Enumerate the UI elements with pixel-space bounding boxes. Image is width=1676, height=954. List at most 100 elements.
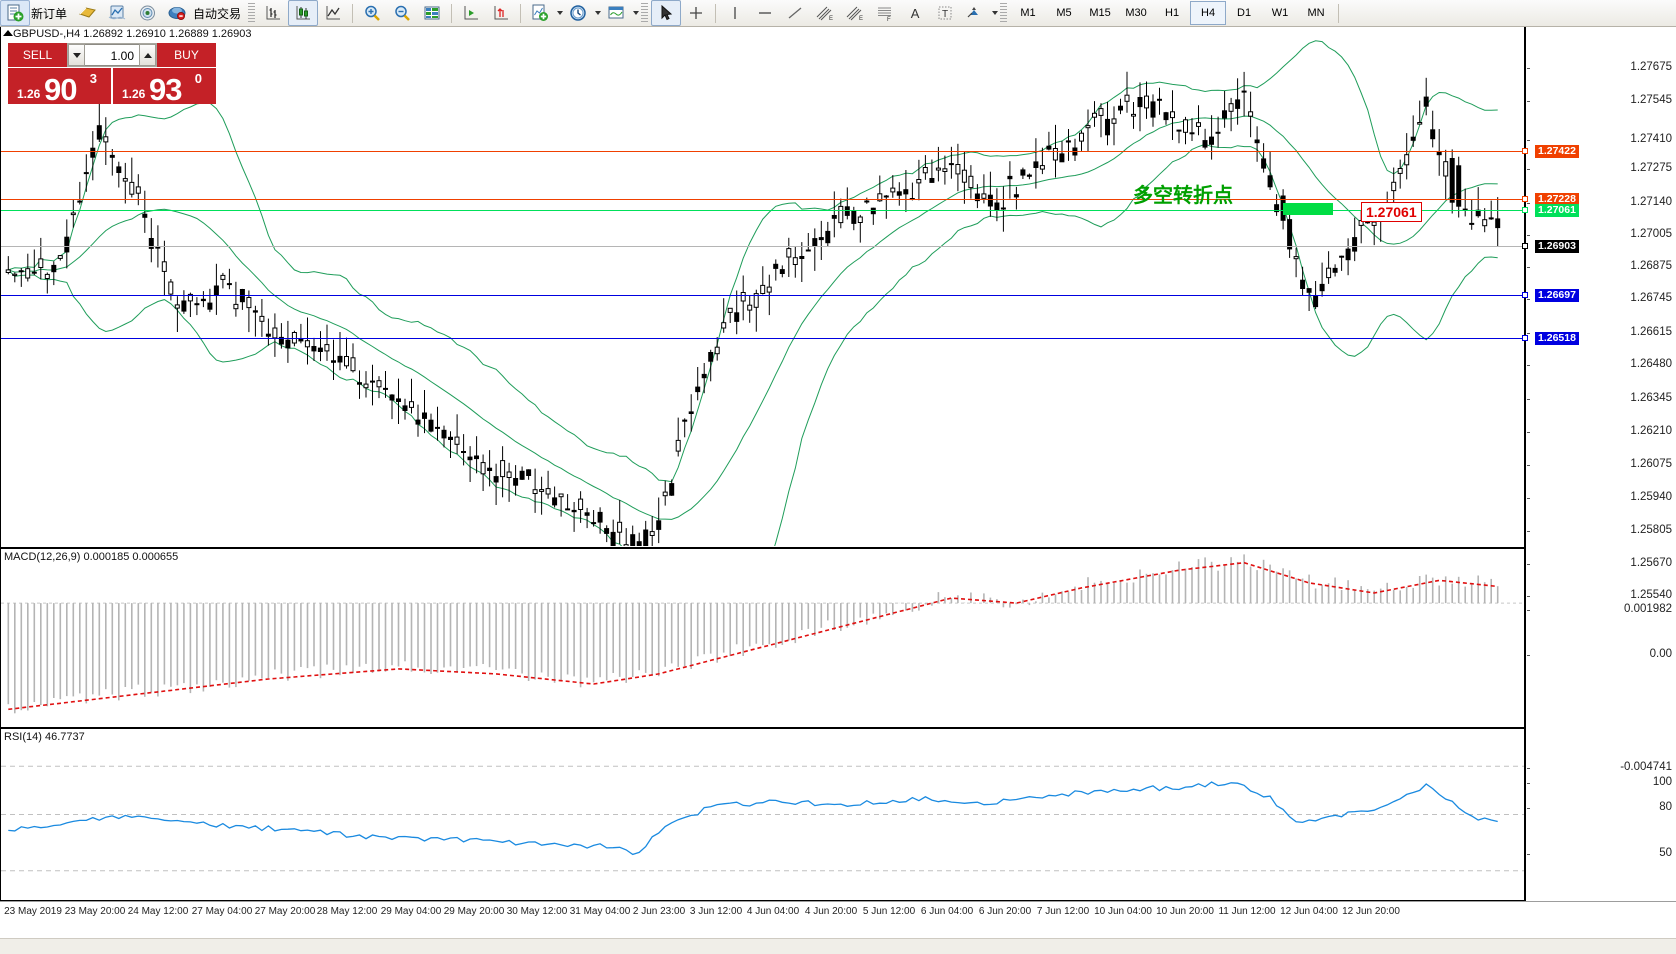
price-level-handle[interactable]: [1522, 243, 1528, 249]
price-axis[interactable]: 1.27675 1.27545 1.27410 1.27275 1.27140 1.270…: [1522, 27, 1676, 940]
price-level-badge[interactable]: 1.26697: [1535, 289, 1579, 302]
svg-text:F: F: [887, 17, 891, 22]
equidistant-channel-icon[interactable]: E: [810, 0, 840, 26]
price-level-handle[interactable]: [1522, 148, 1528, 154]
level-line-126518[interactable]: [1, 338, 1524, 339]
time-axis-label: 6 Jun 20:00: [978, 906, 1032, 917]
objects-icon[interactable]: [960, 0, 990, 26]
volume-decrease-button[interactable]: [68, 44, 85, 66]
time-axis-label: 2 Jun 23:00: [632, 906, 686, 917]
time-axis-label: 12 Jun 04:00: [1280, 906, 1338, 917]
timeframe-mn[interactable]: MN: [1307, 7, 1325, 19]
price-level-handle[interactable]: [1522, 196, 1528, 202]
time-axis-label: 30 May 12:00: [506, 906, 568, 917]
macd-pane[interactable]: MACD(12,26,9) 0.000185 0.000655: [0, 548, 1525, 728]
auto-trading-label[interactable]: 自动交易: [193, 6, 242, 21]
axis-tick: 1.26345: [1630, 392, 1672, 404]
sell-price-big: 90: [44, 72, 77, 107]
line-chart-icon[interactable]: [318, 0, 348, 26]
auto-scroll-icon[interactable]: [486, 0, 516, 26]
time-axis-label: 29 May 04:00: [380, 906, 442, 917]
macd-label: MACD(12,26,9) 0.000185 0.000655: [4, 551, 179, 563]
timeframe-m1[interactable]: M1: [1020, 7, 1036, 19]
vline-icon[interactable]: [720, 0, 750, 26]
rsi-pane[interactable]: RSI(14) 46.7737: [0, 728, 1525, 901]
price-level-handle[interactable]: [1522, 207, 1528, 213]
volume-stepper[interactable]: 1.00: [67, 43, 157, 67]
new-order-label[interactable]: 新订单: [31, 6, 68, 21]
axis-tick-mark: [1527, 101, 1530, 102]
timeframe-m15[interactable]: M15: [1089, 7, 1111, 19]
axis-tick: 1.26875: [1630, 260, 1672, 272]
time-axis-label: 27 May 04:00: [191, 906, 253, 917]
volume-input[interactable]: 1.00: [85, 44, 139, 66]
toolbar-grip[interactable]: [248, 3, 256, 23]
horizontal-scrollbar[interactable]: [0, 938, 1676, 954]
price-level-badge[interactable]: 1.27061: [1535, 204, 1579, 217]
chart-collapse-icon[interactable]: [3, 30, 13, 36]
price-level-badge[interactable]: 1.26903: [1535, 240, 1579, 253]
template-dropdown-icon[interactable]: [633, 11, 640, 15]
zoom-out-icon[interactable]: [387, 0, 417, 26]
time-axis-label: 23 May 20:00: [64, 906, 126, 917]
sell-price-display[interactable]: 1.26 90 3: [8, 68, 111, 107]
text-label-icon[interactable]: A: [910, 5, 920, 21]
network-icon[interactable]: [132, 0, 162, 26]
axis-tick-mark: [1527, 854, 1530, 855]
timeframe-d1[interactable]: D1: [1237, 7, 1252, 19]
data-window-icon[interactable]: [417, 0, 447, 26]
level-line-127061[interactable]: [1, 210, 1524, 211]
market-watch-icon[interactable]: [102, 0, 132, 26]
fibonacci-icon[interactable]: E: [840, 0, 870, 26]
one-click-trading-panel[interactable]: SELL 1.00 BUY 1.26 90 3 1.26 93 0: [8, 43, 216, 107]
zoom-in-icon[interactable]: [357, 0, 387, 26]
price-level-badge[interactable]: 1.27228: [1535, 193, 1579, 206]
level-line-126697[interactable]: [1, 295, 1524, 296]
objects-dropdown-icon[interactable]: [992, 11, 999, 15]
level-line-127228[interactable]: [1, 199, 1524, 200]
text-icon[interactable]: T: [930, 0, 960, 26]
timeframe-w1[interactable]: W1: [1271, 7, 1289, 19]
timeframe-m5[interactable]: M5: [1056, 7, 1072, 19]
fibo-fan-icon[interactable]: F: [870, 0, 900, 26]
cursor-icon[interactable]: [651, 0, 682, 26]
template-window-icon[interactable]: [601, 0, 631, 26]
timeframe-h1[interactable]: H1: [1165, 7, 1180, 19]
time-axis-label: 4 Jun 20:00: [804, 906, 858, 917]
timeframe-h4[interactable]: H4: [1190, 1, 1227, 25]
bar-chart-icon[interactable]: [258, 0, 288, 26]
chart-area[interactable]: GBPUSD-,H4 1.26892 1.26910 1.26889 1.269…: [0, 27, 1676, 954]
chart-shift-icon[interactable]: [456, 0, 486, 26]
axis-tick-mark: [1527, 432, 1530, 433]
axis-tick-mark: [1527, 267, 1530, 268]
period-icon[interactable]: [563, 0, 593, 26]
toolbar-grip-2[interactable]: [641, 3, 649, 23]
price-level-handle[interactable]: [1522, 335, 1528, 341]
candlestick-chart-icon[interactable]: [288, 0, 319, 26]
price-level-handle[interactable]: [1522, 292, 1528, 298]
price-level-badge[interactable]: 1.26518: [1535, 332, 1579, 345]
add-indicator-icon[interactable]: [525, 0, 555, 26]
price-pane[interactable]: GBPUSD-,H4 1.26892 1.26910 1.26889 1.269…: [0, 27, 1525, 548]
buy-button[interactable]: BUY: [157, 43, 216, 67]
timeframe-m30[interactable]: M30: [1125, 7, 1147, 19]
sell-price-sup: 3: [89, 71, 97, 86]
axis-tick: 1.27410: [1630, 133, 1672, 145]
new-order-icon[interactable]: [0, 0, 30, 26]
volume-increase-button[interactable]: [139, 44, 156, 66]
toolbar-grip-3[interactable]: [1000, 3, 1008, 23]
add-indicator-dropdown-icon[interactable]: [557, 11, 564, 15]
axis-tick: 1.26210: [1630, 425, 1672, 437]
expert-advisor-icon[interactable]: [162, 0, 192, 26]
templates-icon[interactable]: [72, 0, 102, 26]
axis-tick-mark: [1527, 333, 1530, 334]
buy-price-display[interactable]: 1.26 93 0: [113, 68, 216, 107]
period-dropdown-icon[interactable]: [595, 11, 602, 15]
axis-tick-mark: [1527, 498, 1530, 499]
level-line-127422[interactable]: [1, 151, 1524, 152]
trendline-icon[interactable]: [780, 0, 810, 26]
crosshair-icon[interactable]: [681, 0, 711, 26]
price-level-badge[interactable]: 1.27422: [1535, 145, 1579, 158]
hline-icon[interactable]: [750, 0, 780, 26]
sell-button[interactable]: SELL: [8, 43, 67, 67]
